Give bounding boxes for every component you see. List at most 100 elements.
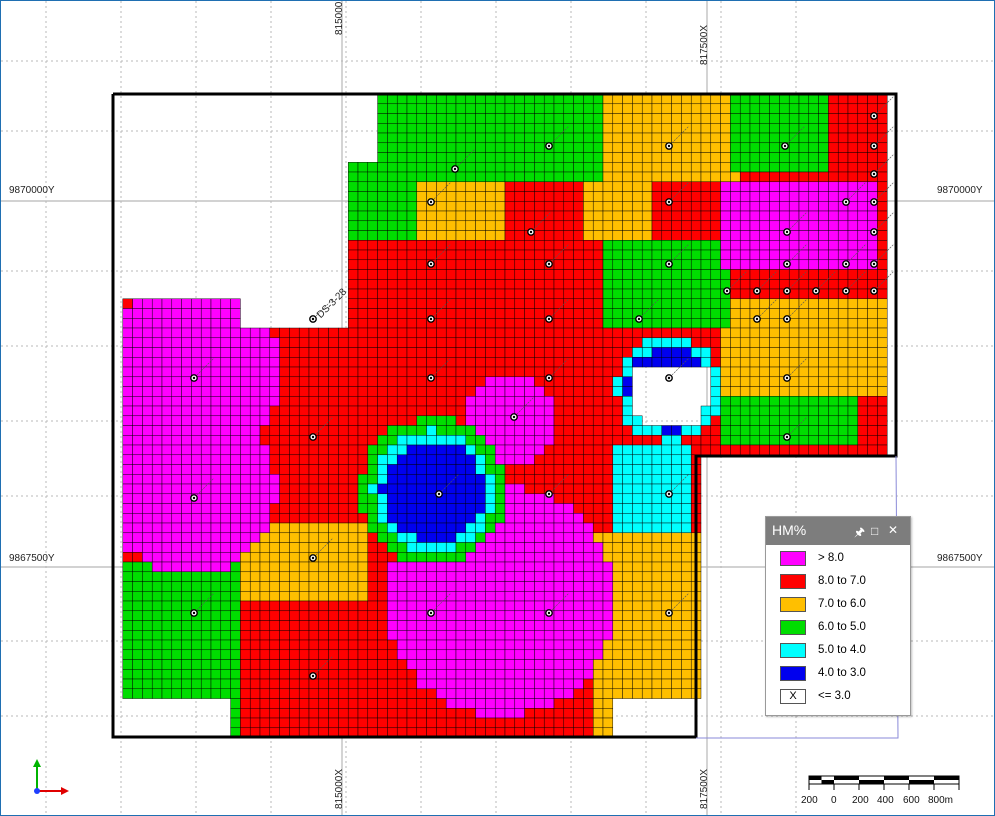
grade-cell [867, 337, 878, 348]
grade-cell [142, 493, 153, 504]
legend-label: > 8.0 [818, 552, 844, 564]
grade-cell [867, 103, 878, 114]
grade-cell [602, 152, 614, 163]
grade-cell [367, 630, 378, 641]
grade-cell [690, 103, 702, 114]
grade-cell [122, 425, 133, 436]
pin-icon[interactable]: 🖈 [854, 525, 866, 539]
grade-cell [357, 474, 369, 485]
grade-cell [347, 201, 359, 212]
grade-cell [563, 152, 574, 163]
grade-cell [347, 630, 359, 641]
grade-cell [553, 581, 565, 592]
grade-cell [416, 659, 427, 670]
grade-cell [132, 396, 143, 407]
grade-cell [563, 191, 574, 202]
grade-cell [543, 474, 555, 485]
grade-cell [651, 142, 663, 153]
grade-cell [681, 659, 692, 670]
grade-cell [543, 123, 555, 134]
grade-cell [445, 386, 457, 397]
legend-header[interactable]: HM% 🖈 □ ✕ [766, 517, 910, 545]
grade-cell [612, 191, 623, 202]
grade-cell [681, 513, 692, 524]
grade-cell [445, 503, 457, 514]
grade-cell [132, 542, 143, 553]
grade-cell [543, 357, 555, 368]
grade-cell [279, 630, 290, 641]
grade-cell [328, 669, 339, 680]
grade-cell [828, 249, 839, 260]
close-icon[interactable]: ✕ [888, 523, 899, 537]
legend-title: HM% [772, 522, 807, 538]
grade-cell [602, 708, 614, 719]
grade-cell [847, 425, 859, 436]
grade-cell [808, 123, 819, 134]
grade-cell [240, 493, 251, 504]
grade-cell [828, 113, 839, 124]
drillhole-collar-dot [844, 289, 848, 293]
grade-cell [426, 483, 437, 494]
grade-cell [612, 376, 623, 387]
grade-cell [475, 357, 486, 368]
grade-cell [161, 503, 173, 514]
grade-cell [504, 318, 516, 329]
grade-cell [720, 327, 731, 338]
grade-cell [602, 717, 614, 728]
grade-cell [622, 279, 633, 290]
grade-cell [534, 532, 545, 543]
grade-cell [289, 708, 300, 719]
grade-cell [465, 327, 476, 338]
legend-panel[interactable]: HM% 🖈 □ ✕ > 8.0 8.0 to 7.0 7.0 to 6.0 6.0 t… [765, 516, 911, 716]
grade-cell [455, 269, 467, 280]
grade-cell [543, 649, 555, 660]
grade-cell [602, 201, 614, 212]
grade-cell [465, 259, 476, 270]
grade-cell [534, 405, 545, 416]
grade-cell [553, 591, 565, 602]
grade-cell [877, 366, 888, 377]
grade-cell [534, 698, 545, 709]
grade-cell [671, 435, 682, 446]
grade-cell [769, 347, 780, 358]
maximize-icon[interactable]: □ [871, 524, 879, 538]
grade-cell [230, 386, 241, 397]
grade-cell [632, 678, 643, 689]
grade-cell [475, 610, 486, 621]
grade-cell [632, 259, 643, 270]
grade-cell [583, 630, 594, 641]
grade-cell [690, 230, 702, 241]
grade-cell [171, 464, 182, 475]
grade-cell [632, 123, 643, 134]
grade-cell [494, 220, 506, 231]
grade-cell [475, 678, 486, 689]
grade-cell [377, 659, 388, 670]
grade-cell [857, 386, 868, 397]
grade-cell [553, 201, 565, 212]
grade-cell [504, 600, 516, 611]
grade-cell [191, 503, 202, 514]
grade-cell [612, 474, 623, 485]
grade-cell [602, 132, 614, 143]
grade-cell [436, 298, 447, 309]
grade-cell [318, 620, 329, 631]
grade-cell [132, 483, 143, 494]
grade-cell [612, 483, 623, 494]
grade-cell [387, 444, 398, 455]
grade-cell [338, 347, 349, 358]
grade-cell [759, 230, 770, 241]
grade-cell [504, 503, 516, 514]
grade-cell [279, 366, 290, 377]
grade-cell [465, 220, 476, 231]
grade-cell [710, 210, 721, 221]
grade-cell [279, 396, 290, 407]
grade-cell [573, 630, 584, 641]
grade-cell [465, 201, 476, 212]
grade-cell [485, 142, 496, 153]
grade-cell [739, 279, 751, 290]
grade-cell [632, 327, 643, 338]
grade-cell [132, 318, 143, 329]
grade-cell [200, 318, 212, 329]
